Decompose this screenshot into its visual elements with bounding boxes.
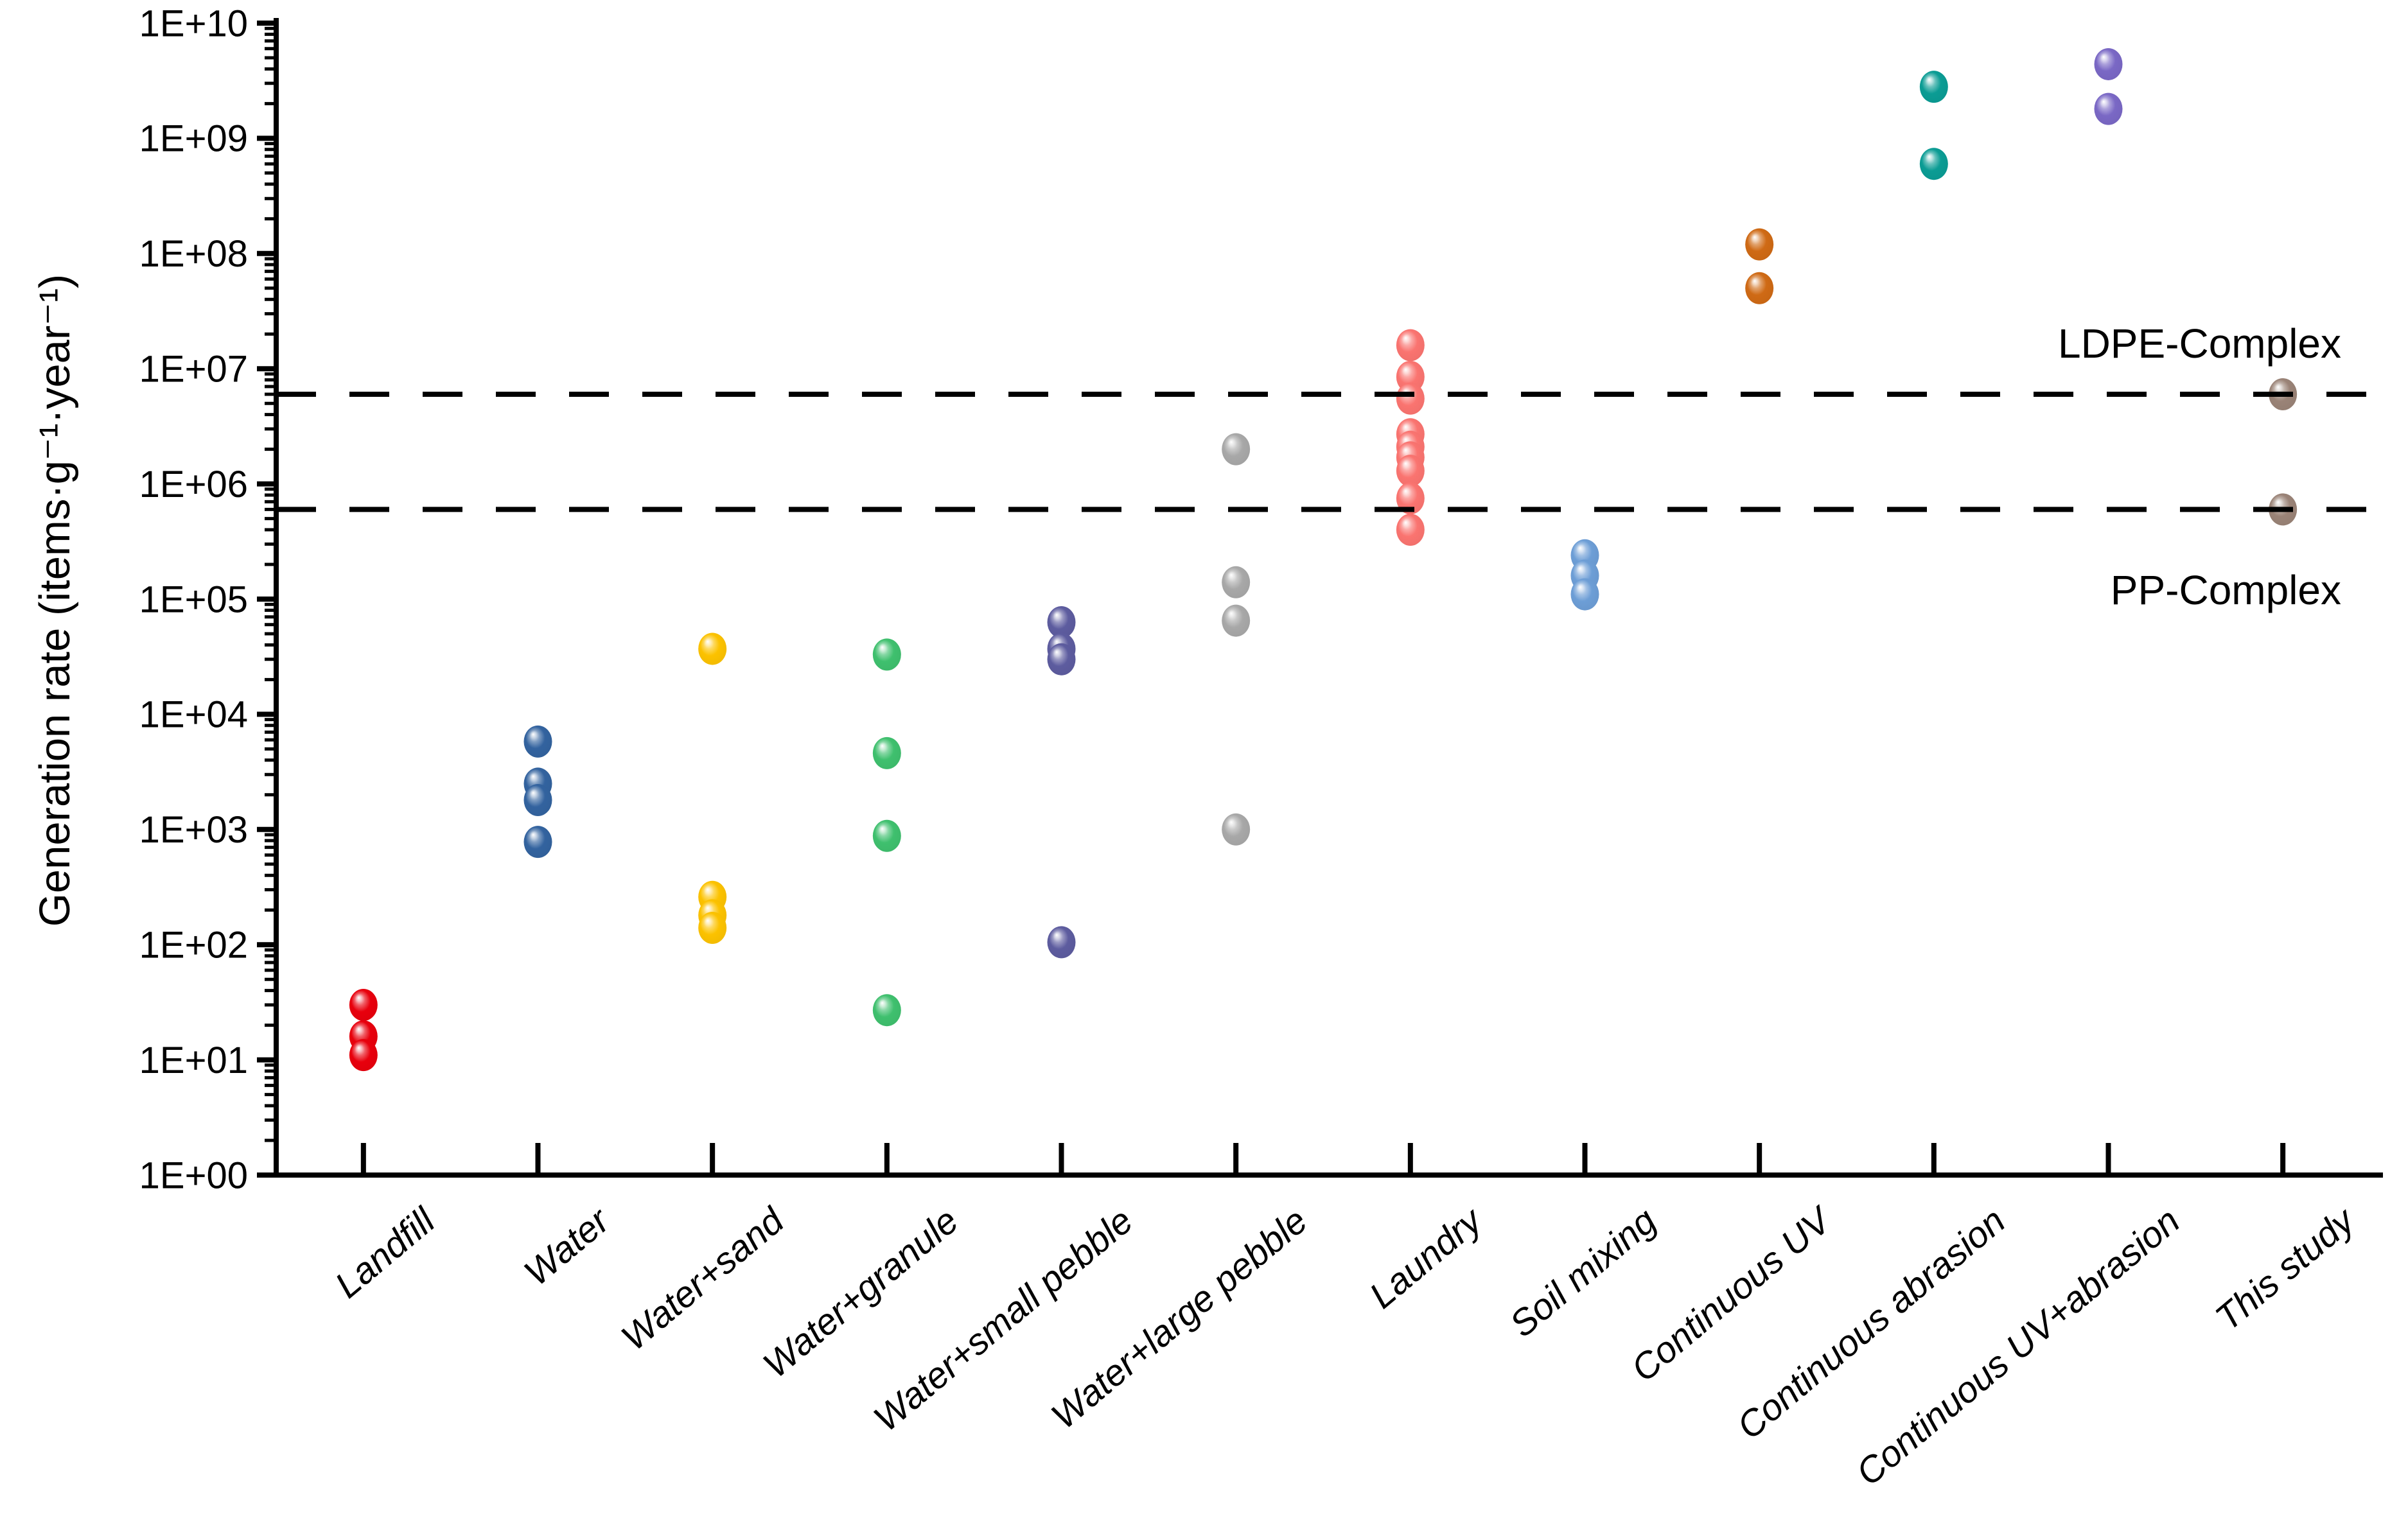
y-tick-label: 1E+06 (139, 464, 248, 505)
pp-complex-reference-label: PP-Complex (2110, 567, 2341, 613)
data-point-water-granule (872, 736, 901, 769)
data-point-laundry (1396, 513, 1425, 546)
data-point-water-small-pebble (1047, 926, 1076, 959)
data-point-continuous-uv (1745, 228, 1774, 261)
y-tick-label: 1E+04 (139, 694, 248, 736)
y-tick-label: 1E+08 (139, 233, 248, 275)
y-tick-label: 1E+05 (139, 579, 248, 620)
x-category-label: Soil mixing (1502, 1200, 1664, 1345)
data-point-landfill (349, 1039, 378, 1072)
x-category-label: This study (2208, 1199, 2364, 1339)
data-point-water-small-pebble (1047, 606, 1076, 638)
data-point-water-granule (872, 638, 901, 671)
y-axis-title: Generation rate (items·g⁻¹·year⁻¹) (31, 274, 79, 927)
data-point-continuous-uv-abrasion (2094, 92, 2123, 125)
ldpe-complex-reference-label: LDPE-Complex (2057, 320, 2341, 367)
x-category-label: Laundry (1362, 1199, 1491, 1317)
y-tick-label: 1E+07 (139, 349, 248, 390)
data-point-water (523, 826, 552, 859)
data-point-laundry (1396, 329, 1425, 362)
y-tick-label: 1E+10 (139, 3, 248, 44)
data-point-continuous-uv (1745, 272, 1774, 304)
data-point-water-granule (872, 994, 901, 1027)
data-point-continuous-abrasion (1919, 71, 1948, 103)
data-point-water-large-pebble (1222, 813, 1251, 846)
y-tick-label: 1E+02 (139, 925, 248, 966)
data-point-landfill (349, 989, 378, 1022)
data-point-water-small-pebble (1047, 643, 1076, 675)
data-point-water (523, 725, 552, 758)
y-tick-label: 1E+01 (139, 1040, 248, 1081)
x-category-label: Water (516, 1199, 618, 1294)
data-point-continuous-abrasion (1919, 148, 1948, 180)
y-tick-label: 1E+09 (139, 118, 248, 160)
x-category-label: Water+sand (614, 1199, 793, 1358)
data-point-water-granule (872, 819, 901, 852)
data-point-water-large-pebble (1222, 566, 1251, 598)
data-point-water-sand (698, 632, 727, 665)
data-point-laundry (1396, 382, 1425, 415)
data-point-laundry (1396, 455, 1425, 487)
x-category-label: Continuous UV+abrasion (1849, 1200, 2188, 1494)
data-point-continuous-uv-abrasion (2094, 48, 2123, 80)
data-point-laundry (1396, 482, 1425, 515)
data-point-water-large-pebble (1222, 604, 1251, 637)
data-point-water-large-pebble (1222, 433, 1251, 466)
y-tick-label: 1E+03 (139, 809, 248, 851)
y-tick-label: 1E+00 (139, 1155, 248, 1196)
data-point-water-sand (698, 911, 727, 944)
x-category-label: Landfill (328, 1199, 444, 1306)
data-point-soil-mixing (1570, 578, 1599, 611)
data-point-water (523, 784, 552, 817)
